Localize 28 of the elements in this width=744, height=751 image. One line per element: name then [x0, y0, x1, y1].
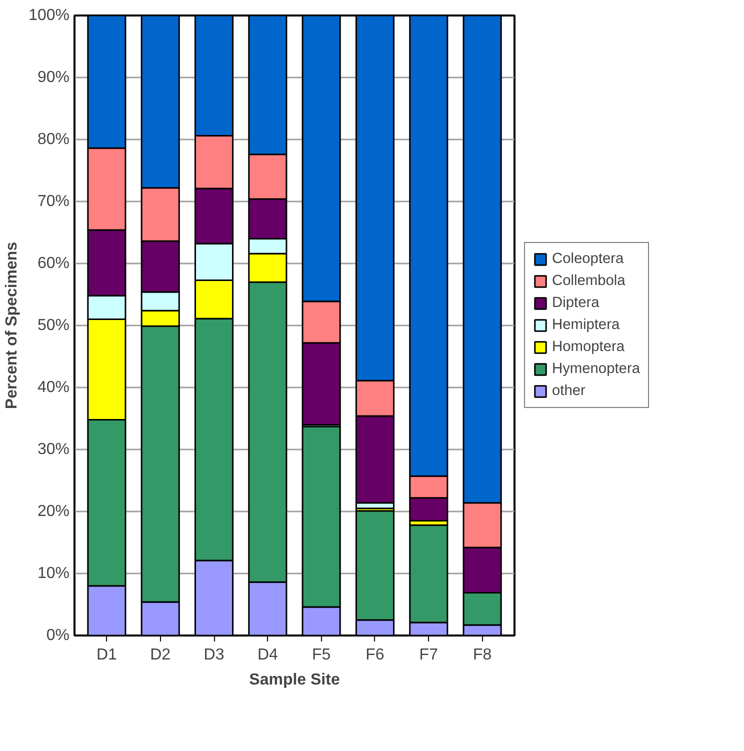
x-tick-label: D4 — [257, 646, 278, 664]
y-tick-label: 40% — [37, 379, 70, 396]
y-tick-label: 0% — [46, 627, 70, 644]
legend-label: Coleoptera — [552, 251, 624, 267]
x-tick-label: D3 — [204, 646, 224, 664]
x-tick-label: D1 — [96, 646, 118, 664]
y-axis-title: Percent of Specimens — [4, 242, 21, 410]
legend-label: Diptera — [552, 295, 600, 311]
x-tick-label: F6 — [366, 646, 384, 664]
y-tick-label: 20% — [37, 503, 70, 520]
y-tick-label: 90% — [37, 69, 70, 86]
legend-label: Hemiptera — [552, 317, 620, 333]
y-tick-label: 30% — [37, 441, 70, 458]
legend-label: other — [552, 383, 586, 399]
y-tick-label: 70% — [37, 193, 70, 210]
legend-label: Hymenoptera — [552, 361, 640, 377]
y-tick-label: 10% — [37, 565, 70, 582]
y-tick-label: 80% — [37, 131, 70, 148]
legend-label: Homoptera — [552, 339, 625, 355]
x-tick-label: F5 — [312, 646, 331, 664]
x-tick-label: F8 — [472, 646, 492, 664]
x-tick-label: D2 — [150, 646, 171, 664]
y-tick-label: 100% — [28, 7, 70, 24]
y-tick-label: 60% — [37, 255, 70, 272]
legend-label: Collembola — [552, 273, 626, 289]
x-tick-label: F7 — [419, 646, 438, 664]
x-axis-title: Sample Site — [249, 672, 340, 688]
y-tick-label: 50% — [37, 317, 70, 334]
